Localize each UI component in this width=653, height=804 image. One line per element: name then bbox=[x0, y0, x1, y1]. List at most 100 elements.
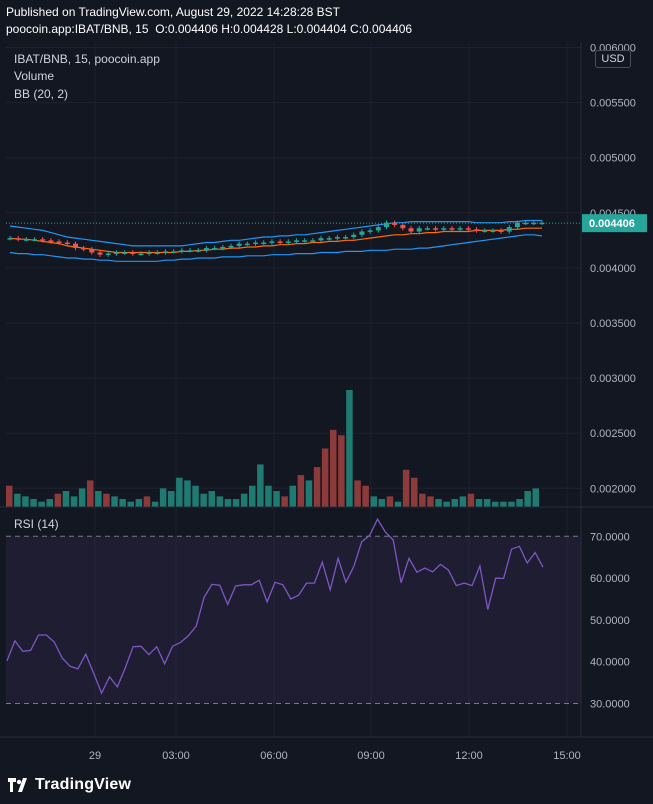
candle-body bbox=[220, 246, 226, 249]
rsi-band bbox=[6, 536, 581, 704]
volume-bar bbox=[483, 499, 491, 507]
volume-bar bbox=[443, 501, 450, 507]
volume-bar bbox=[305, 480, 313, 507]
candle-body bbox=[474, 229, 480, 231]
time-tick-label: 09:00 bbox=[357, 750, 385, 762]
candle-body bbox=[179, 250, 185, 252]
last-price-label: 0.004406 bbox=[589, 218, 635, 230]
volume-bar bbox=[281, 496, 288, 507]
candle-body bbox=[122, 252, 128, 254]
volume-bar bbox=[168, 491, 175, 507]
volume-bar bbox=[273, 491, 280, 507]
candle-body bbox=[97, 252, 103, 255]
volume-bar bbox=[192, 485, 199, 507]
candle-body bbox=[146, 252, 152, 254]
rsi-legend[interactable]: RSI (14) bbox=[14, 517, 59, 531]
tradingview-logo-icon bbox=[8, 778, 27, 792]
candle-body bbox=[318, 238, 324, 241]
time-tick-label: 12:00 bbox=[455, 750, 483, 762]
candle-body bbox=[40, 239, 46, 241]
volume-bar bbox=[127, 501, 134, 507]
time-tick-label: 15:00 bbox=[553, 750, 581, 762]
volume-bar bbox=[394, 501, 402, 507]
tradingview-logo[interactable]: TradingView bbox=[8, 776, 131, 794]
axes: 0.0060000.0055000.0050000.0045000.004000… bbox=[0, 42, 653, 762]
candle-body bbox=[130, 252, 136, 254]
volume-bar bbox=[70, 496, 78, 507]
volume-bar bbox=[38, 501, 45, 507]
currency-button[interactable]: USD bbox=[595, 50, 631, 68]
volume-bar bbox=[143, 496, 151, 507]
candle-body bbox=[416, 228, 422, 232]
symbol-label: poocoin.app:IBAT/BNB, 15 bbox=[6, 22, 149, 36]
volume-bar bbox=[313, 467, 321, 507]
chart-title[interactable]: IBAT/BNB, 15, poocoin.app bbox=[14, 52, 160, 66]
last-price-badge bbox=[582, 214, 647, 233]
candle-body bbox=[23, 239, 29, 241]
candle-body bbox=[449, 228, 455, 230]
volume-bar bbox=[216, 496, 224, 507]
candle-body bbox=[277, 241, 283, 243]
published-info: Published on TradingView.com, August 29,… bbox=[6, 5, 341, 19]
candle-body bbox=[7, 238, 13, 240]
volume-bar bbox=[265, 485, 272, 507]
bb-lower-line bbox=[9, 234, 543, 262]
volume-bar bbox=[111, 496, 118, 507]
candle-body bbox=[343, 237, 349, 239]
candle-body bbox=[56, 241, 62, 243]
volume-bar bbox=[257, 464, 264, 507]
candle-body bbox=[539, 222, 545, 225]
candle-body bbox=[269, 241, 275, 243]
candle-body bbox=[212, 248, 218, 250]
volume-bar bbox=[524, 491, 531, 507]
candle-body bbox=[48, 240, 54, 242]
rsi-tick-label: 60.0000 bbox=[590, 573, 630, 585]
volume-bar bbox=[321, 448, 329, 507]
volume-bar bbox=[451, 499, 458, 507]
volume-bar bbox=[176, 477, 183, 507]
chart-area[interactable]: 0.006000 0.005500 0.005000 0.004500 0.004000… bbox=[0, 42, 653, 767]
volume-bar bbox=[467, 493, 475, 507]
candle-body bbox=[203, 248, 209, 251]
volume-bar bbox=[435, 499, 442, 507]
time-tick-label: 03:00 bbox=[162, 750, 190, 762]
price-tick-label: 0.005500 bbox=[590, 98, 636, 110]
volume-bar bbox=[200, 493, 207, 507]
candle-body bbox=[490, 230, 496, 232]
candle-body bbox=[244, 243, 250, 246]
volume-bar bbox=[78, 488, 86, 507]
price-tick-label: 0.004000 bbox=[590, 263, 636, 275]
volume-legend[interactable]: Volume bbox=[14, 69, 55, 83]
tradingview-brand: TradingView bbox=[35, 776, 132, 793]
volume-bar bbox=[386, 496, 394, 507]
volume-bar bbox=[62, 491, 70, 507]
volume-bar bbox=[151, 501, 159, 507]
candle-body bbox=[72, 243, 78, 249]
bb-basis-line bbox=[9, 227, 542, 254]
volume-bar bbox=[46, 499, 53, 507]
candle-body bbox=[383, 222, 389, 228]
chart-svg[interactable]: 0.0060000.0055000.0050000.0045000.004000… bbox=[0, 42, 653, 767]
volume-bar bbox=[402, 469, 410, 507]
volume-bar bbox=[289, 485, 296, 507]
volume-bar bbox=[362, 485, 369, 507]
volume-bar bbox=[22, 496, 29, 507]
rsi-line bbox=[6, 517, 544, 695]
candle-body bbox=[514, 222, 520, 228]
symbol-ohlc: poocoin.app:IBAT/BNB, 15 O:0.004406 H:0.… bbox=[6, 22, 412, 36]
candle-body bbox=[261, 242, 267, 245]
candle-body bbox=[154, 252, 160, 254]
candle-body bbox=[187, 250, 193, 252]
volume-bar bbox=[240, 493, 248, 507]
volume-bar bbox=[14, 493, 21, 507]
volume-bars bbox=[6, 390, 539, 507]
candle-body bbox=[236, 243, 242, 246]
bb-legend[interactable]: BB (20, 2) bbox=[14, 87, 69, 101]
candle-body bbox=[32, 239, 38, 241]
volume-bar bbox=[508, 501, 515, 507]
volume-bar bbox=[224, 499, 232, 507]
candle-body bbox=[228, 245, 234, 248]
volume-bar bbox=[297, 475, 305, 507]
volume-bar bbox=[103, 493, 110, 507]
volume-bar bbox=[232, 499, 240, 507]
